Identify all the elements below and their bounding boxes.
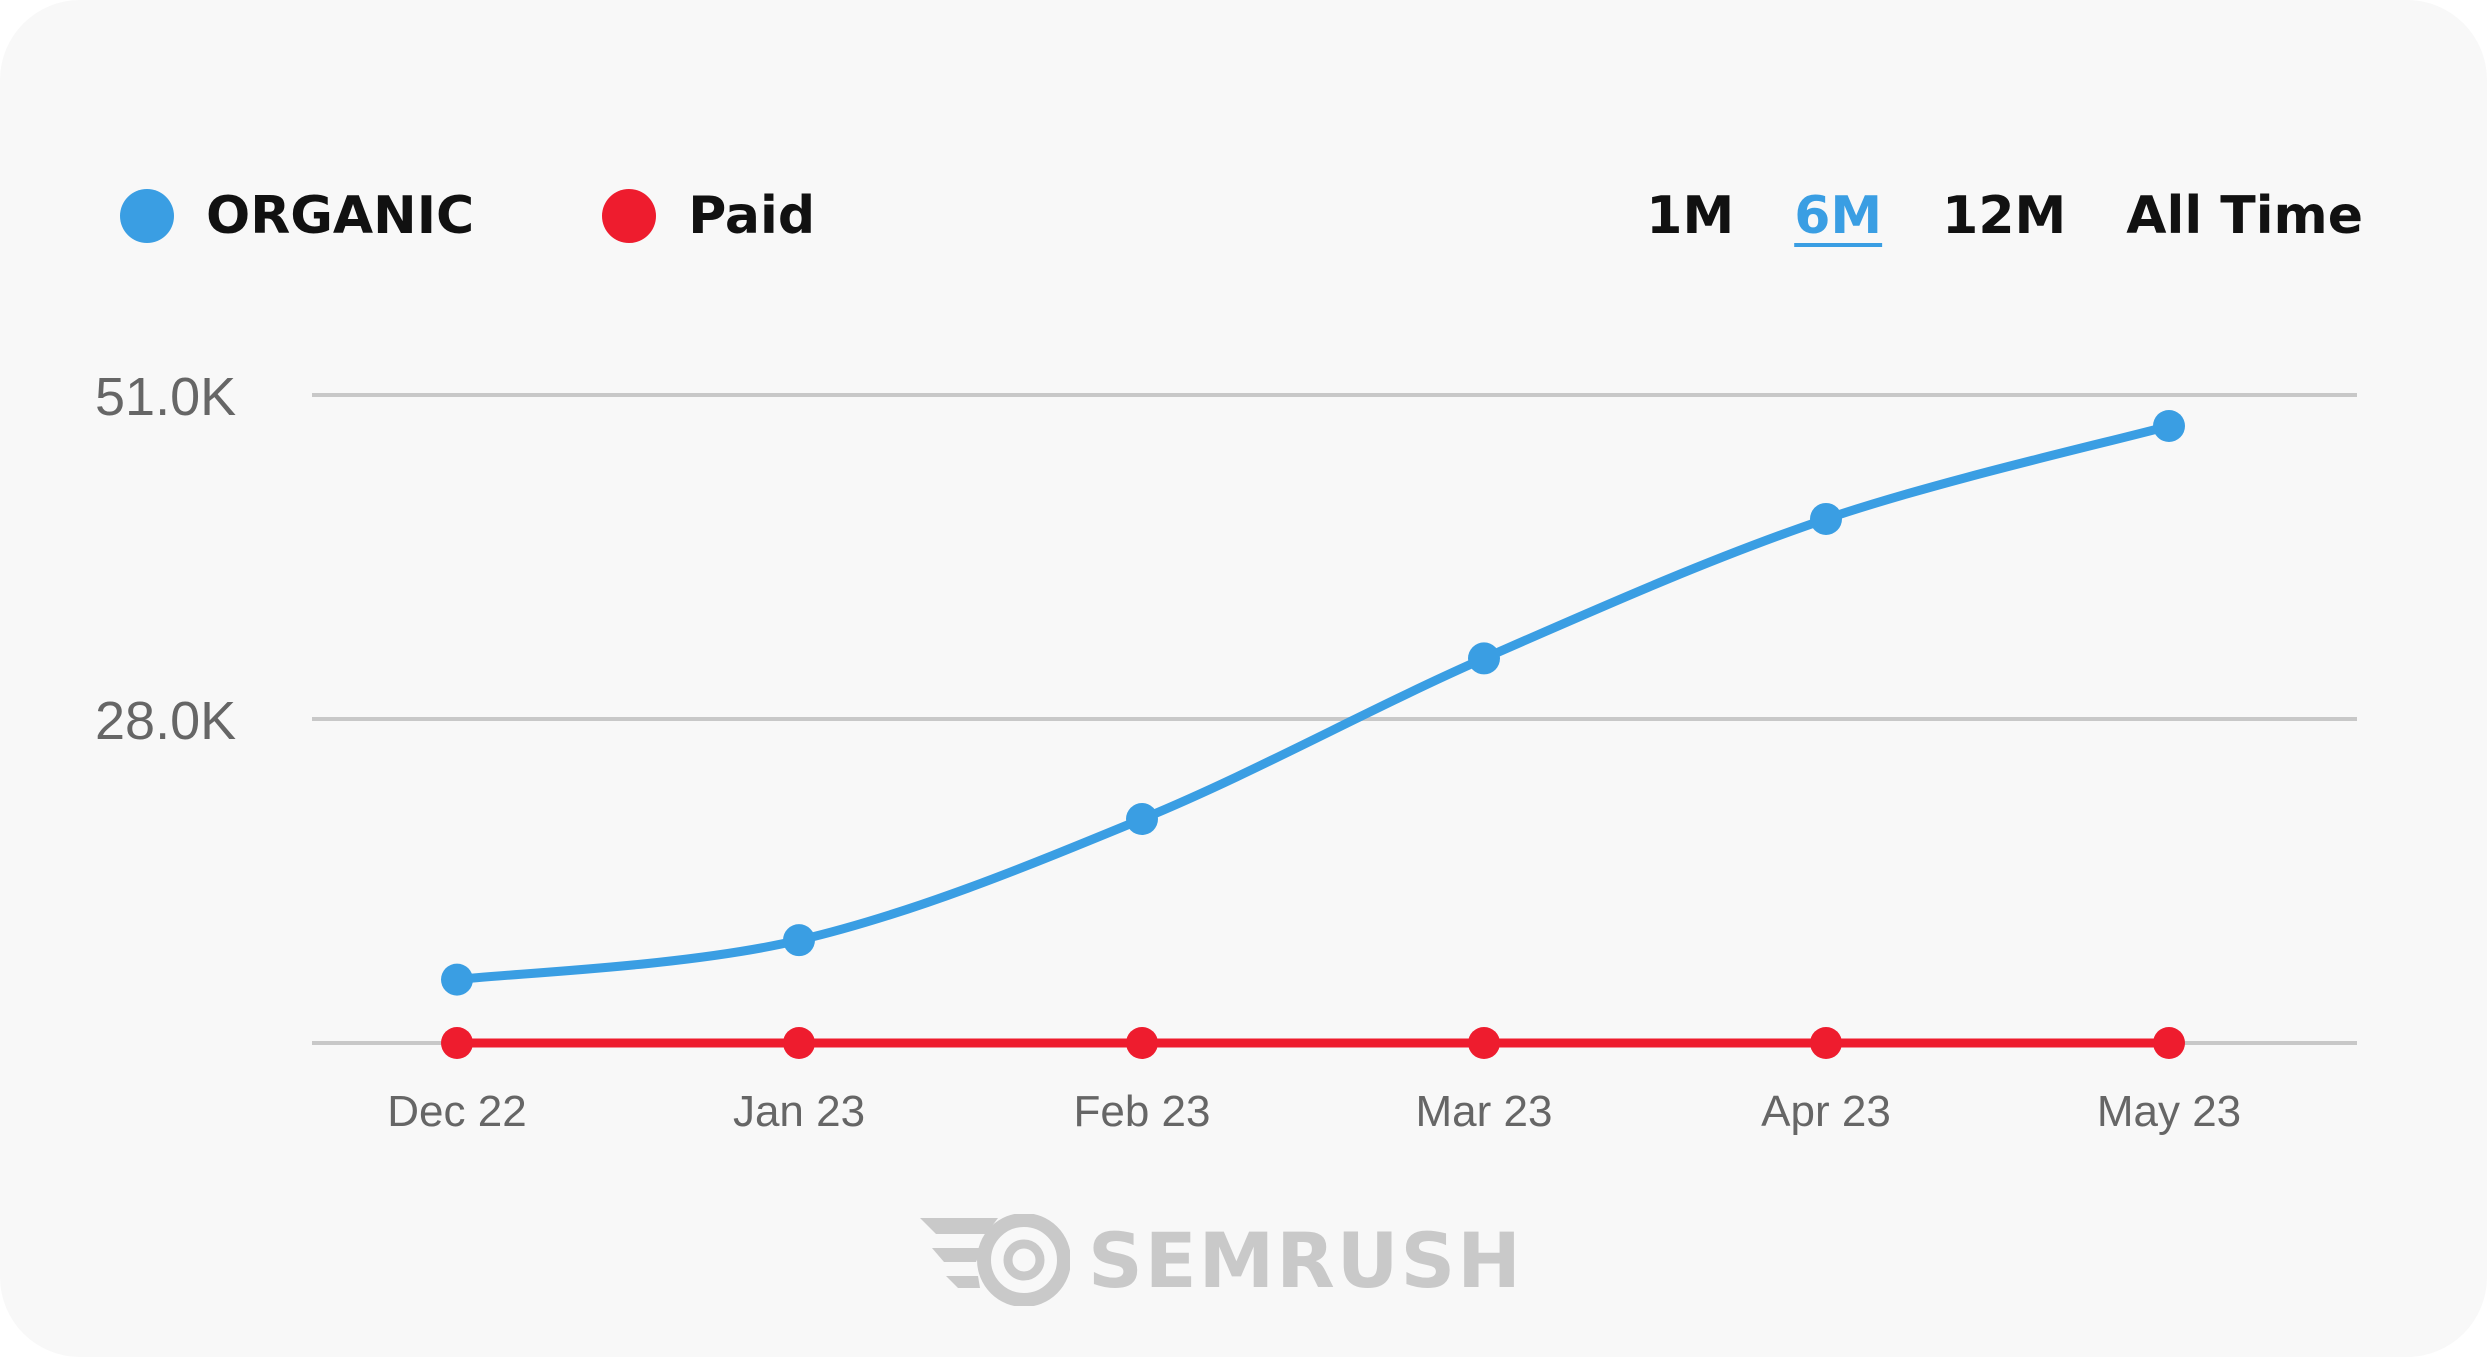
time-range-selector: 1M 6M 12M All Time [1586, 176, 2363, 256]
legend-item-paid[interactable]: Paid [602, 186, 815, 246]
range-1m-button[interactable]: 1M [1646, 186, 1735, 246]
series-line-organic [452, 421, 2174, 985]
data-point-organic [783, 924, 815, 957]
range-12m-button[interactable]: 12M [1942, 186, 2067, 246]
brand-name: SEMRUSH [1088, 1215, 1523, 1305]
y-axis-ticks: 51.0K 28.0K [95, 367, 236, 751]
grid-lines [312, 393, 2357, 1045]
data-point-paid [2153, 1027, 2185, 1059]
x-tick-label: May 23 [2097, 1087, 2241, 1136]
semrush-fireball-icon [920, 1214, 1070, 1306]
x-tick-label: Mar 23 [1416, 1087, 1553, 1136]
data-point-organic [1126, 803, 1158, 836]
data-point-paid [783, 1027, 815, 1059]
legend-label-paid: Paid [688, 186, 816, 246]
x-tick-label: Feb 23 [1074, 1087, 1211, 1136]
data-point-organic [441, 963, 473, 996]
x-tick-label: Apr 23 [1761, 1087, 1891, 1136]
data-point-organic [2153, 409, 2185, 442]
range-all-time-button[interactable]: All Time [2126, 186, 2363, 246]
data-point-paid [1468, 1027, 1500, 1059]
chart-legend: ORGANIC Paid [120, 176, 943, 256]
legend-label-organic: ORGANIC [206, 186, 475, 246]
semrush-logo: SEMRUSH [920, 1210, 1523, 1310]
y-tick-label: 51.0K [95, 367, 236, 427]
x-tick-label: Jan 23 [733, 1087, 865, 1136]
x-axis-ticks: Dec 22 Jan 23 Feb 23 Mar 23 Apr 23 May 23 [387, 1087, 2241, 1136]
legend-dot-organic [120, 189, 174, 243]
legend-item-organic[interactable]: ORGANIC [120, 186, 474, 246]
x-tick-label: Dec 22 [387, 1087, 526, 1136]
legend-dot-paid [602, 189, 657, 243]
data-point-organic [1810, 502, 1842, 535]
data-point-paid [1126, 1027, 1158, 1059]
data-point-organic [1468, 642, 1500, 675]
data-point-paid [441, 1027, 473, 1059]
data-point-paid [1810, 1027, 1842, 1059]
series-layer [441, 409, 2185, 1059]
y-tick-label: 28.0K [95, 691, 236, 751]
range-6m-button[interactable]: 6M [1794, 186, 1883, 246]
